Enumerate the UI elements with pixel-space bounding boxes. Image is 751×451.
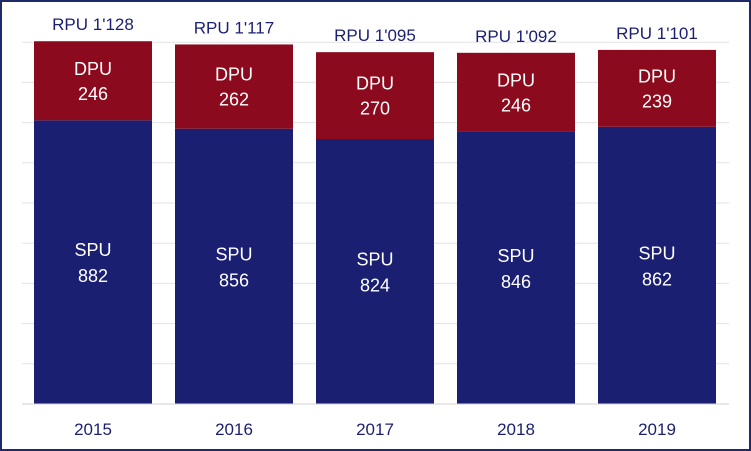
bar-spu-series-label: SPU bbox=[497, 246, 534, 266]
bar-dpu-series-label: DPU bbox=[497, 70, 535, 90]
bar-dpu-2017 bbox=[316, 52, 434, 140]
bar-dpu-value-label: 246 bbox=[501, 95, 531, 115]
bar-dpu-2019 bbox=[598, 49, 716, 127]
bar-spu-2017 bbox=[316, 139, 434, 405]
x-tick-label: 2015 bbox=[74, 420, 112, 439]
bar-spu-series-label: SPU bbox=[215, 244, 252, 264]
bar-total-label: RPU 1'117 bbox=[194, 18, 274, 37]
x-tick-label: 2019 bbox=[638, 420, 676, 439]
bar-dpu-value-label: 262 bbox=[219, 90, 249, 110]
bar-total-label: RPU 1'128 bbox=[52, 15, 134, 34]
bar-dpu-value-label: 239 bbox=[642, 91, 672, 111]
x-tick-label: 2016 bbox=[215, 420, 253, 439]
bar-dpu-series-label: DPU bbox=[638, 66, 676, 86]
bar-spu-value-label: 824 bbox=[360, 276, 390, 296]
bar-dpu-value-label: 270 bbox=[360, 99, 390, 119]
bar-spu-2019 bbox=[598, 126, 716, 405]
bar-dpu-2018 bbox=[457, 52, 575, 132]
bar-spu-series-label: SPU bbox=[638, 243, 675, 263]
bar-total-label: RPU 1'101 bbox=[616, 24, 698, 43]
bar-spu-value-label: 846 bbox=[501, 272, 531, 292]
bar-spu-value-label: 856 bbox=[219, 270, 249, 290]
bar-spu-series-label: SPU bbox=[74, 240, 111, 260]
bar-spu-2015 bbox=[34, 120, 152, 404]
bar-total-label: RPU 1'095 bbox=[334, 26, 416, 45]
bar-dpu-series-label: DPU bbox=[215, 65, 253, 85]
bar-dpu-2016 bbox=[175, 44, 293, 129]
bar-spu-2016 bbox=[175, 128, 293, 405]
bar-spu-value-label: 882 bbox=[78, 266, 108, 286]
bar-dpu-series-label: DPU bbox=[356, 74, 394, 94]
bar-dpu-series-label: DPU bbox=[74, 59, 112, 79]
x-tick-label: 2017 bbox=[356, 420, 394, 439]
bar-total-label: RPU 1'092 bbox=[475, 27, 557, 46]
x-tick-label: 2018 bbox=[497, 420, 535, 439]
bar-spu-2018 bbox=[457, 131, 575, 405]
bar-dpu-2015 bbox=[34, 41, 152, 121]
bar-dpu-value-label: 246 bbox=[78, 84, 108, 104]
bar-spu-series-label: SPU bbox=[356, 250, 393, 270]
bar-spu-value-label: 862 bbox=[642, 269, 672, 289]
